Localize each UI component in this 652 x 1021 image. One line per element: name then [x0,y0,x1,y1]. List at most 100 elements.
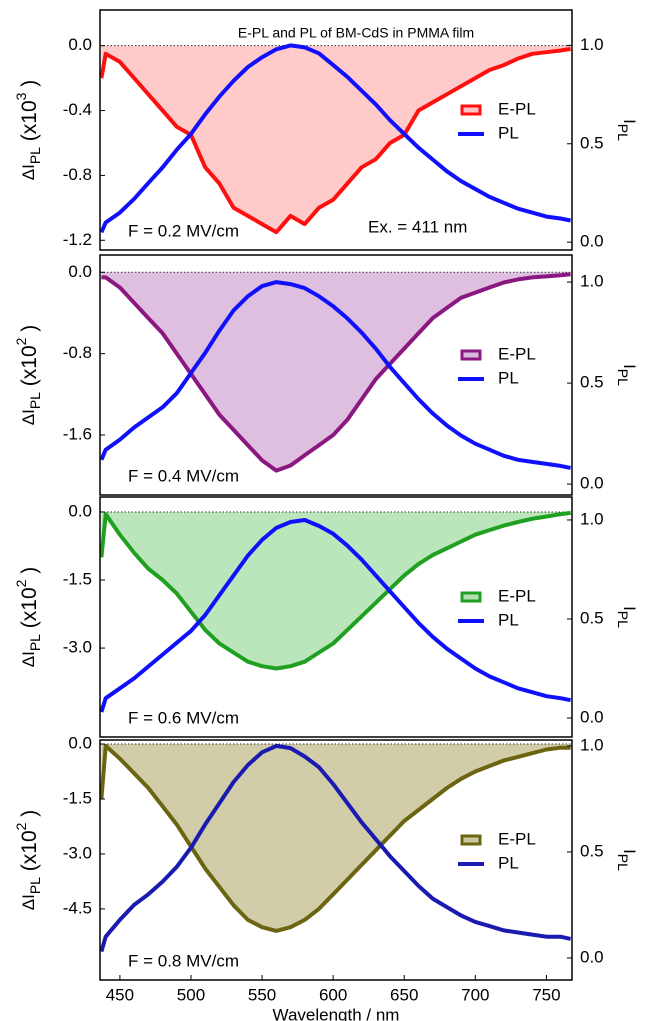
axis-label-part: ΔI [19,409,38,425]
axis-label-part: PL [615,854,631,871]
x-tick-label: 650 [390,985,418,1004]
y-tick-label: 0.0 [68,501,92,520]
legend-swatch [460,834,482,846]
y-tick-label: -1.5 [63,570,92,589]
axis-label-part: (x10 [18,587,41,634]
x-tick-label: 700 [461,985,489,1004]
axis-label: IPL [615,606,638,628]
x-tick-label: 450 [106,985,134,1004]
chart-title: E-PL and PL of BM-CdS in PMMA film [238,25,474,41]
legend-swatch [460,591,482,603]
annotation: F = 0.4 MV/cm [128,466,239,485]
legend-label: PL [498,853,519,872]
axis-label-part: ) [18,80,41,93]
legend-swatch [460,104,482,116]
legend-label: PL [498,610,519,629]
axis-label-part: PL [27,147,43,164]
axis-label: ΔIPL (x102 ) [13,325,43,426]
axis-label: IPL [615,849,638,871]
axis-label-part: ) [18,567,41,580]
y-tick-label: -0.4 [63,100,92,119]
axis-label-part: 2 [13,337,29,345]
y-tick-label: -1.5 [63,788,92,807]
y2-tick-label: 1.0 [580,509,604,528]
legend-label: PL [498,123,519,142]
y-tick-label: -0.8 [63,343,92,362]
y-tick-label: -4.5 [63,898,92,917]
y-tick-label: 0.0 [68,35,92,54]
series-line [99,46,571,235]
area [101,45,571,233]
y-tick-label: -3.0 [63,638,92,657]
axis-label-part: 3 [13,92,29,100]
axis-label-part: ΔI [19,164,38,180]
x-axis-title: Wavelength / nm [273,1005,400,1021]
plot-frame [99,254,573,496]
y2-tick-label: 0.0 [580,707,604,726]
x-tick-label: 600 [319,985,347,1004]
series-line [99,518,571,713]
legend-label: E-PL [498,586,536,605]
y2-tick-label: 1.0 [580,272,604,291]
annotation: F = 0.2 MV/cm [128,221,239,240]
axis-label-part: I [620,119,639,124]
x-tick-label: 750 [532,985,560,1004]
axis-label-part: I [620,364,639,369]
y2-tick-label: 1.0 [580,35,604,54]
axis-label: IPL [615,364,638,386]
axis-label-part: 2 [13,579,29,587]
legend-swatch [460,349,482,361]
axis-label-part: PL [615,611,631,628]
y2-tick-label: 1.0 [580,735,604,754]
legend-label: PL [498,368,519,387]
y-tick-label: 0.0 [68,734,92,753]
axis-label-part: ΔI [19,651,38,667]
y-tick-label: -0.8 [63,165,92,184]
axis-label-part: 2 [13,822,29,830]
y-tick-label: -1.2 [63,230,92,249]
area [101,272,571,471]
axis-label-part: I [620,849,639,854]
axis-label-part: PL [615,369,631,386]
axis-label-part: PL [27,634,43,651]
axis-label-part: I [620,606,639,611]
y2-tick-label: 0.5 [580,373,604,392]
axis-label-part: PL [615,124,631,141]
axis-label-part: ) [18,325,41,338]
x-tick-label: 500 [177,985,205,1004]
y-tick-label: -3.0 [63,843,92,862]
y2-tick-label: 0.5 [580,608,604,627]
axis-label-part: (x10 [18,345,41,392]
series-line [99,743,572,953]
legend-label: E-PL [498,829,536,848]
y-tick-label: -1.6 [63,424,92,443]
y2-tick-label: 0.0 [580,474,604,493]
plot-frame [99,739,573,981]
axis-label-part: ) [18,810,41,823]
plot-frame [99,496,573,738]
y-tick-label: 0.0 [68,262,92,281]
axis-label-part: PL [27,392,43,409]
legend-label: E-PL [498,99,536,118]
axis-label: ΔIPL (x103 ) [13,80,43,181]
annotation: F = 0.8 MV/cm [128,951,239,970]
y2-tick-label: 0.0 [580,232,604,251]
y2-tick-label: 0.0 [580,947,604,966]
axis-label-part: ΔI [19,894,38,910]
legend-label: E-PL [498,344,536,363]
area [101,511,571,669]
series-line [99,743,571,933]
y2-tick-label: 0.5 [580,133,604,152]
axis-label-part: (x10 [18,830,41,877]
y2-tick-label: 0.5 [580,841,604,860]
plot-frame [99,9,573,251]
series-line [101,272,571,473]
axis-label: ΔIPL (x102 ) [13,810,43,911]
series-line [99,510,571,671]
x-tick-label: 550 [248,985,276,1004]
annotation: F = 0.6 MV/cm [128,708,239,727]
axis-label: IPL [615,119,638,141]
annotation: Ex. = 411 nm [368,217,467,236]
series-line [99,43,571,234]
